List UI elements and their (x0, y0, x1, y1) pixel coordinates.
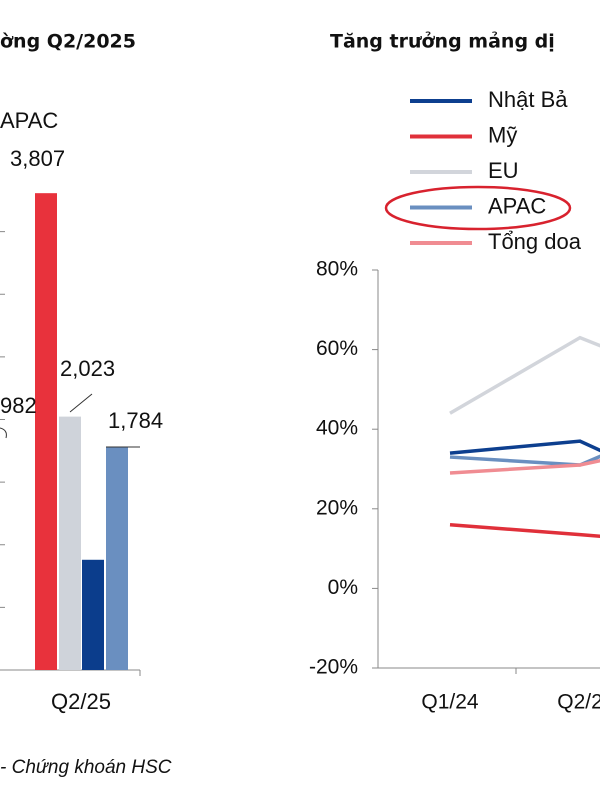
chart-title: ờng Q2/2025 (0, 31, 136, 53)
line (449, 522, 600, 538)
annotation: 982 (0, 393, 37, 418)
data-label: 3,807 (10, 146, 65, 171)
legend-label: APAC (0, 108, 58, 133)
leader-line (0, 427, 7, 439)
y-tick-label: 80% (316, 258, 358, 281)
y-tick-label: 20% (316, 496, 358, 519)
bar (35, 193, 57, 670)
x-tick-label: Q2/25 (51, 689, 111, 714)
line (449, 454, 600, 467)
line (449, 439, 600, 455)
leader-line (69, 393, 93, 413)
legend-label: APAC (488, 193, 546, 218)
legend-label: Nhật Bả (488, 87, 568, 112)
line (449, 335, 600, 415)
data-label: 2,023 (60, 356, 115, 381)
bar (59, 416, 81, 670)
highlight-circle (384, 185, 572, 231)
y-tick-label: 40% (316, 417, 358, 440)
chart-title: Tăng trưởng mảng dị (330, 31, 555, 53)
legend-label: EU (488, 158, 519, 183)
line (449, 458, 600, 475)
source: - Chứng khoán HSC (0, 757, 172, 778)
bar (106, 446, 128, 670)
data-label: 1,784 (108, 408, 163, 433)
bar (82, 559, 104, 670)
y-tick-label: 0% (328, 576, 358, 599)
x-tick-label: Q2/2 (557, 691, 600, 714)
y-tick-label: -20% (309, 656, 358, 679)
legend-label: Mỹ (488, 122, 517, 147)
x-tick-label: Q1/24 (421, 691, 479, 714)
legend-label: Tổng doa (488, 229, 582, 254)
y-tick-label: 60% (316, 337, 358, 360)
